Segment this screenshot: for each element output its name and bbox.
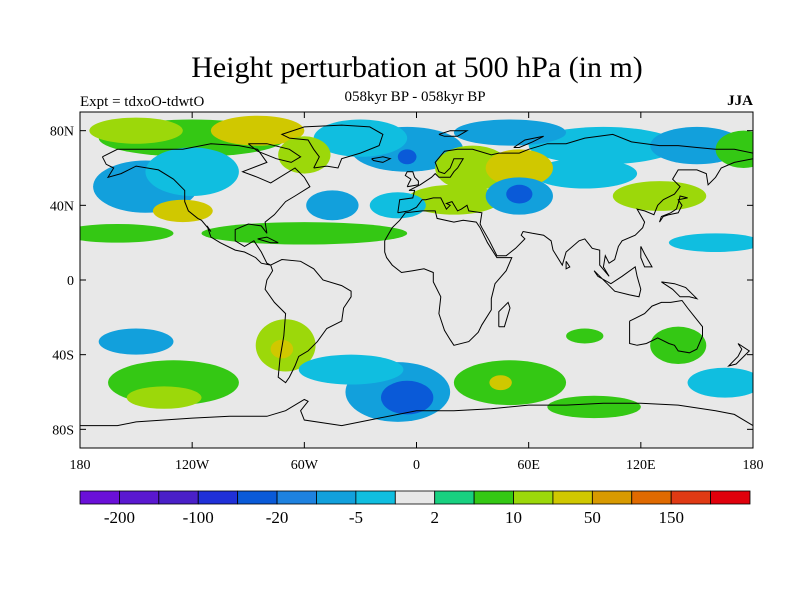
figure-title: Height perturbation at 500 hPa (in m) <box>191 51 643 84</box>
anomaly-region <box>506 184 533 204</box>
colorbar: -200 -100 -20 -5 2 10 50 150 <box>79 490 751 527</box>
anomaly-region <box>453 119 567 146</box>
colorbar-swatch <box>552 490 593 505</box>
coastline-japan <box>659 195 688 223</box>
colorbar-swatch <box>79 490 120 505</box>
colorbar-swatch <box>119 490 160 505</box>
coastline-eurasia <box>397 133 753 277</box>
colorbar-swatch <box>631 490 672 505</box>
longitude-ticks: 180 120W 60W 0 60E 120E 180 <box>70 112 764 473</box>
anomaly-region <box>612 181 707 211</box>
anomaly-region <box>532 158 638 189</box>
anomaly-region <box>126 386 202 409</box>
coastline-svalbard <box>438 130 469 137</box>
coastline-south-america <box>264 258 352 384</box>
season-label: JJA <box>727 93 753 109</box>
colorbar-swatch <box>197 490 239 505</box>
anomaly-region <box>650 326 707 365</box>
coastline-antarctica <box>80 398 753 427</box>
colorbar-swatch <box>473 490 514 505</box>
coastline-indonesia <box>593 266 642 298</box>
anomaly-region <box>687 367 753 398</box>
coastline-iceland <box>371 156 392 163</box>
anomaly-region <box>547 395 641 419</box>
figure-subtitle: 058kyr BP - 058kyr BP <box>344 89 486 105</box>
lon-tick-label: 180 <box>70 458 91 473</box>
anomaly-region <box>407 184 501 215</box>
anomaly-region <box>566 328 604 344</box>
colorbar-swatch <box>710 490 751 505</box>
colorbar-swatch <box>316 490 357 505</box>
lat-tick-label: 40S <box>52 349 74 364</box>
anomaly-region <box>489 375 512 391</box>
coastline-novaya-zemlya <box>513 135 544 148</box>
coastline-new-guinea <box>661 281 699 300</box>
anomaly-region <box>210 115 305 146</box>
colorbar-label: -20 <box>266 508 289 527</box>
colorbar-label: 50 <box>584 508 601 527</box>
colorbar-label: 10 <box>505 508 522 527</box>
lon-tick-label: 60W <box>291 458 319 473</box>
lat-tick-label: 80N <box>50 125 74 140</box>
anomaly-region <box>278 136 331 174</box>
anomaly-region <box>201 222 408 245</box>
experiment-label: Expt = tdxoO-tdwtO <box>80 94 205 110</box>
anomaly-region <box>397 149 417 165</box>
colorbar-swatch <box>158 490 199 505</box>
lon-tick-label: 0 <box>413 458 420 473</box>
anomaly-region <box>313 119 408 157</box>
lon-tick-label: 120E <box>626 458 656 473</box>
coastline-madagascar <box>498 301 511 328</box>
colorbar-swatch <box>513 490 554 505</box>
colorbar-swatch <box>434 490 475 505</box>
colorbar-label: -5 <box>349 508 363 527</box>
anomaly-region <box>89 117 183 144</box>
colorbar-label: 150 <box>658 508 684 527</box>
anomaly-region <box>668 233 753 252</box>
anomaly-region <box>306 190 359 221</box>
colorbar-label: 2 <box>430 508 439 527</box>
anomaly-region <box>80 224 174 243</box>
coastline-greenland <box>280 124 384 169</box>
coastline-africa <box>384 210 513 346</box>
coastline-north-america <box>101 143 311 266</box>
anomaly-region <box>485 149 553 187</box>
coastline-sri-lanka <box>565 261 571 270</box>
coastline-philippines <box>640 246 653 268</box>
colorbar-label: -200 <box>104 508 135 527</box>
colorbar-swatch <box>237 490 278 505</box>
coastline-cuba <box>257 236 279 244</box>
coastline-uk <box>404 171 419 188</box>
lat-tick-label: 40N <box>50 199 74 214</box>
coastline-layer <box>80 124 753 427</box>
colorbar-swatch <box>355 490 396 505</box>
coastline-baffin <box>247 143 302 163</box>
anomaly-region <box>98 328 174 355</box>
coastline-new-zealand <box>727 343 751 367</box>
lon-tick-label: 180 <box>743 458 764 473</box>
anomaly-fill-layer <box>80 115 753 422</box>
lat-tick-label: 0 <box>67 274 74 289</box>
lat-tick-label: 80S <box>52 423 74 438</box>
colorbar-swatch <box>276 490 317 505</box>
anomaly-region <box>435 145 510 191</box>
latitude-ticks: 80N 40N 0 40S 80S <box>50 125 753 438</box>
colorbar-swatch <box>591 490 633 505</box>
colorbar-label: -100 <box>183 508 214 527</box>
map-plot-area <box>79 111 754 449</box>
colorbar-swatch <box>394 490 436 505</box>
anomaly-region <box>152 199 213 223</box>
anomaly-region <box>145 147 239 196</box>
anomaly-region <box>380 380 434 415</box>
lon-tick-label: 60E <box>517 458 540 473</box>
coastline-australia <box>629 299 703 354</box>
anomaly-region <box>528 126 679 165</box>
anomaly-region <box>298 354 404 385</box>
lon-tick-label: 120W <box>175 458 210 473</box>
colorbar-swatch <box>670 490 711 505</box>
